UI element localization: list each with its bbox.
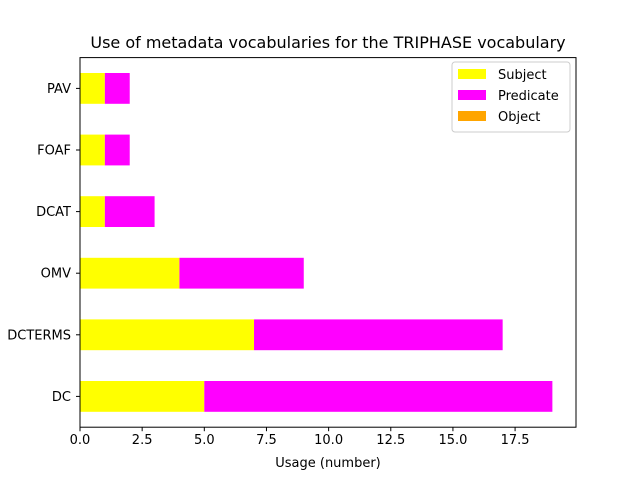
bar-subject-foaf [80, 134, 105, 166]
bar-predicate-foaf [104, 134, 130, 166]
bar-predicate-dc [204, 381, 553, 412]
x-axis-ticks: 0.0 2.5 5.0 7.5 10.0 12.5 15.0 17.5 [70, 427, 530, 448]
x-tick-label: 17.5 [501, 433, 530, 448]
x-axis-label: Usage (number) [275, 456, 381, 471]
bar-subject-dcat [80, 196, 105, 227]
legend-swatch-object [458, 111, 486, 121]
y-tick-label-dc: DC [52, 390, 71, 405]
bar-subject-dcterms [80, 319, 255, 351]
legend-label-predicate: Predicate [498, 89, 559, 104]
bar-predicate-omv [179, 257, 304, 289]
bars-layer [80, 73, 553, 412]
legend: Subject Predicate Object [451, 61, 571, 133]
plot-frame [79, 57, 577, 428]
bar-subject-omv [80, 257, 180, 289]
y-tick-label-dcat: DCAT [36, 205, 71, 220]
legend-label-object: Object [498, 110, 540, 125]
y-tick-label-dcterms: DCTERMS [7, 328, 71, 343]
legend-swatch-subject [458, 69, 486, 79]
bar-predicate-dcterms [254, 319, 503, 351]
y-axis-ticks: DC DCTERMS OMV DCAT FOAF PAV [7, 82, 80, 405]
bar-predicate-dcat [104, 196, 155, 227]
x-tick-label: 10.0 [314, 433, 343, 448]
x-tick-label: 7.5 [256, 433, 277, 448]
x-tick-label: 0.0 [70, 433, 91, 448]
y-tick-label-foaf: FOAF [37, 144, 71, 159]
x-tick-label: 15.0 [438, 433, 467, 448]
x-tick-label: 12.5 [376, 433, 405, 448]
chart-title: Use of metadata vocabularies for the TRI… [90, 33, 565, 52]
y-tick-label-omv: OMV [41, 267, 71, 282]
x-tick-label: 2.5 [132, 433, 153, 448]
bar-predicate-pav [104, 73, 130, 104]
x-tick-label: 5.0 [194, 433, 215, 448]
legend-swatch-predicate [458, 90, 486, 100]
bar-subject-pav [80, 73, 105, 104]
legend-label-subject: Subject [498, 68, 547, 83]
bar-subject-dc [80, 381, 205, 412]
y-tick-label-pav: PAV [47, 82, 71, 97]
